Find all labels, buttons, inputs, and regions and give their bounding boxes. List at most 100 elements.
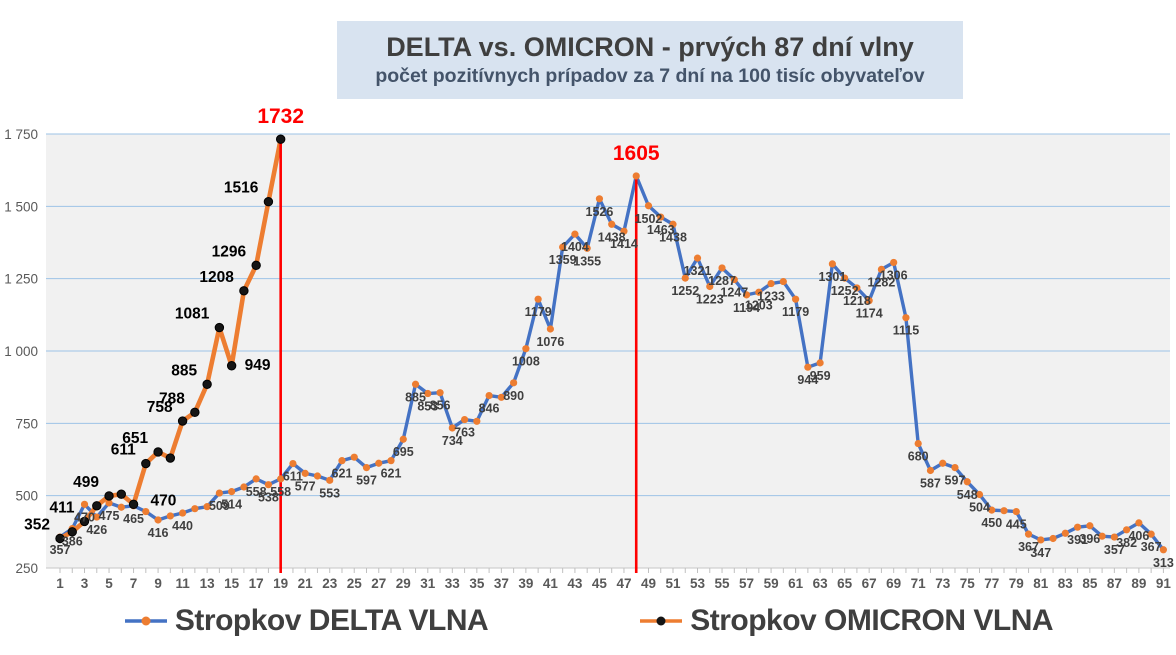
x-axis-label: 53	[690, 576, 706, 591]
omicron-marker	[251, 260, 261, 271]
x-axis-label: 21	[298, 576, 314, 591]
omicron-data-label: 499	[73, 474, 99, 491]
delta-data-label: 1301	[818, 270, 846, 284]
delta-marker	[313, 472, 322, 480]
delta-marker	[497, 393, 505, 401]
omicron-marker	[239, 286, 249, 296]
delta-data-label: 367	[1141, 540, 1162, 554]
delta-data-label: 1115	[893, 324, 919, 338]
delta-data-label: 597	[945, 474, 966, 488]
delta-marker	[252, 475, 260, 483]
x-axis-label: 13	[200, 576, 216, 591]
omicron-marker	[67, 527, 77, 537]
omicron-data-label: 1081	[175, 306, 210, 323]
delta-data-label: 347	[1030, 546, 1051, 560]
delta-marker	[632, 172, 640, 180]
omicron-data-label: 949	[245, 357, 271, 374]
delta-marker	[644, 202, 653, 210]
delta-marker	[362, 464, 371, 472]
delta-marker	[215, 489, 223, 497]
delta-data-label: 514	[221, 498, 242, 512]
chart-title-panel: DELTA vs. OMICRON - prvých 87 dní vlny p…	[337, 21, 963, 99]
delta-data-label: 853	[417, 400, 438, 414]
x-axis-label: 67	[862, 576, 877, 591]
delta-data-label: 856	[430, 399, 451, 413]
delta-data-label: 621	[381, 467, 402, 481]
delta-marker	[117, 503, 125, 511]
delta-data-label: 944	[797, 373, 818, 387]
delta-marker	[804, 363, 812, 371]
delta-data-label: 357	[50, 543, 71, 557]
delta-marker	[546, 325, 555, 333]
delta-marker	[228, 488, 236, 496]
delta-data-label: 470	[74, 510, 95, 524]
delta-data-label: 1076	[536, 335, 564, 349]
delta-data-label: 504	[969, 501, 990, 515]
x-axis-label: 85	[1082, 576, 1098, 591]
delta-data-label: 621	[332, 467, 353, 481]
peak-label-1732: 1732	[257, 105, 304, 128]
delta-marker	[1123, 526, 1131, 534]
delta-marker	[595, 195, 604, 203]
x-axis-label: 89	[1131, 576, 1146, 591]
delta-data-label: 763	[454, 426, 475, 440]
delta-data-label: 450	[981, 516, 1002, 530]
delta-marker	[914, 439, 922, 448]
omicron-data-label: 1208	[199, 269, 234, 286]
x-axis-label: 79	[1009, 576, 1024, 591]
x-axis-label: 45	[592, 576, 608, 591]
delta-marker	[571, 230, 579, 238]
omicron-marker	[104, 491, 114, 501]
x-axis-label: 57	[739, 576, 754, 591]
omicron-marker	[165, 453, 176, 463]
delta-marker	[779, 277, 787, 286]
delta-marker	[436, 389, 444, 397]
delta-marker	[767, 279, 775, 288]
omicron-data-label: 470	[151, 492, 177, 509]
y-axis-label: 1 500	[4, 199, 38, 214]
delta-data-label: 1252	[831, 284, 859, 298]
delta-marker	[583, 244, 591, 252]
x-axis-label: 23	[322, 576, 338, 591]
omicron-data-label: 411	[50, 499, 75, 516]
x-axis-label: 63	[813, 576, 829, 591]
delta-marker	[277, 475, 285, 483]
x-axis-label: 5	[105, 576, 113, 591]
delta-marker	[80, 500, 89, 508]
delta-legend-icon	[124, 616, 167, 626]
x-axis-label: 3	[81, 576, 89, 591]
y-axis-label: 500	[15, 489, 38, 504]
delta-marker	[1110, 533, 1118, 541]
x-axis-label: 35	[469, 576, 485, 591]
legend-label-omicron: Stropkov OMICRON VLNA	[690, 604, 1054, 637]
delta-data-label: 426	[86, 523, 107, 537]
x-axis-label: 59	[764, 576, 779, 591]
x-axis-label: 51	[665, 576, 681, 591]
omicron-marker	[141, 458, 151, 469]
delta-marker	[93, 513, 101, 521]
delta-data-label: 734	[442, 434, 463, 448]
delta-data-label: 885	[405, 390, 426, 404]
delta-marker	[681, 274, 689, 282]
delta-marker	[865, 297, 873, 305]
x-axis-label: 25	[347, 576, 363, 591]
x-axis-label: 31	[420, 576, 436, 591]
delta-marker	[179, 509, 187, 517]
x-axis-label: 41	[543, 576, 559, 591]
delta-marker	[669, 220, 677, 228]
omicron-marker	[116, 489, 127, 499]
delta-data-label: 890	[503, 389, 524, 403]
legend-label-delta: Stropkov DELTA VLNA	[174, 604, 489, 637]
delta-data-label: 509	[209, 499, 230, 513]
peak-label-1605: 1605	[613, 142, 660, 165]
delta-data-label: 445	[1006, 518, 1027, 532]
delta-marker	[939, 459, 947, 467]
delta-data-label: 1252	[671, 284, 699, 298]
delta-marker	[350, 453, 358, 461]
delta-data-label: 367	[1018, 540, 1039, 554]
delta-data-label: 1438	[598, 230, 626, 244]
x-axis-label: 81	[1033, 576, 1049, 591]
omicron-legend-icon	[640, 616, 683, 626]
delta-data-label: 548	[957, 488, 978, 502]
